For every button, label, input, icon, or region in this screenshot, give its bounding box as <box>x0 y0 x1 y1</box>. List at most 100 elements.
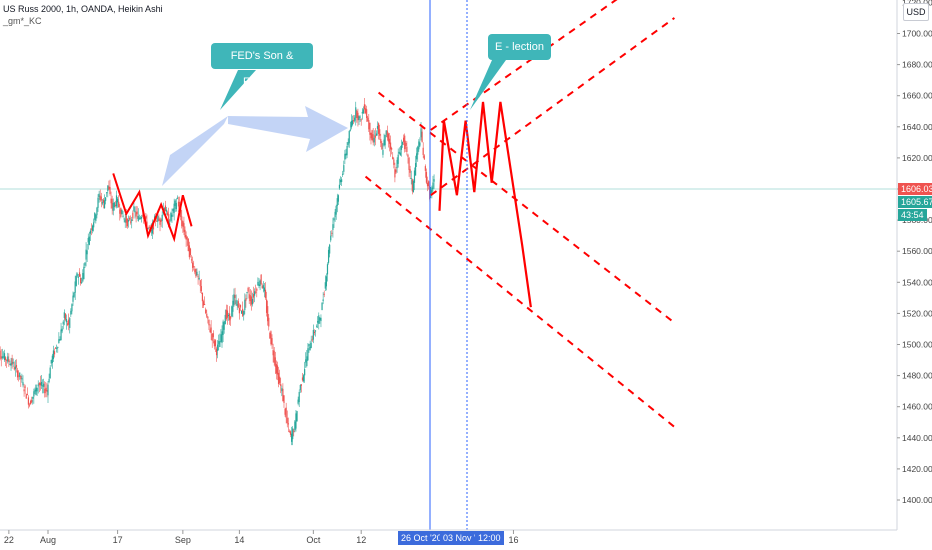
candle-body <box>336 198 338 206</box>
candle-body <box>195 268 197 277</box>
candle-body <box>274 357 276 367</box>
candle-body <box>222 321 224 335</box>
candle-body <box>217 344 219 351</box>
candle-body <box>100 196 102 201</box>
candle-body <box>130 221 132 223</box>
candle-body <box>135 212 137 217</box>
candle-body <box>177 201 180 207</box>
candle-body <box>371 130 373 141</box>
y-tick-label: 1440.000 <box>902 433 932 443</box>
candle-body <box>419 142 421 146</box>
candle-body <box>349 129 351 131</box>
candle-body <box>285 407 287 418</box>
candle-body <box>4 357 7 361</box>
candle-body <box>282 388 284 402</box>
x-tick-label: 16 <box>508 535 518 545</box>
candle-body <box>232 300 234 312</box>
candle-body <box>243 310 245 316</box>
y-tick-label: 1480.000 <box>902 371 932 381</box>
candle-body <box>207 316 209 319</box>
candle-body <box>172 208 174 212</box>
candle-body <box>6 359 8 361</box>
candle-body <box>152 224 155 230</box>
candle-body <box>367 117 369 122</box>
candle-body <box>276 365 279 375</box>
candle-body <box>345 153 347 156</box>
y-tick-label: 1640.000 <box>902 122 932 132</box>
candle-body <box>373 137 375 143</box>
candle-body <box>58 339 60 343</box>
candle-body <box>272 349 274 356</box>
candle-body <box>319 317 321 321</box>
candle-body <box>103 200 106 209</box>
candle-body <box>293 430 295 432</box>
candle-body <box>284 408 286 415</box>
candle-body <box>147 228 149 230</box>
y-tick-label: 1400.000 <box>902 495 932 505</box>
candle-body <box>399 152 401 156</box>
projection-zigzag <box>438 101 532 308</box>
candle-body <box>95 214 97 221</box>
callout-arrow-fed-right <box>228 106 348 152</box>
candle-body <box>88 236 90 245</box>
candle-body <box>412 181 414 193</box>
candle-body <box>355 107 357 118</box>
candle-body <box>352 120 355 122</box>
candle-body <box>167 212 169 216</box>
candle-body <box>43 383 45 387</box>
currency-button[interactable]: USD <box>903 3 929 21</box>
callout-election[interactable]: E - lection <box>488 34 551 60</box>
candle-body <box>380 138 382 144</box>
y-tick-label: 1660.000 <box>902 91 932 101</box>
candle-body <box>249 295 251 302</box>
candle-body <box>283 395 285 403</box>
candle-body <box>309 346 311 351</box>
candle-body <box>333 218 335 221</box>
candle-body <box>230 316 232 319</box>
candle-body <box>171 214 173 217</box>
candle-body <box>20 375 22 380</box>
candle-body <box>231 306 233 317</box>
candle-body <box>31 399 33 403</box>
candle-body <box>60 329 62 341</box>
channel-line <box>364 175 676 428</box>
candle-body <box>121 209 123 215</box>
candle-body <box>275 364 277 374</box>
x-tick-label: Oct <box>306 535 321 545</box>
candle-body <box>48 378 50 382</box>
candle-body <box>73 292 75 297</box>
candle-body <box>178 202 181 209</box>
candle-body <box>127 220 130 222</box>
candle-body <box>376 126 379 129</box>
candle-body <box>122 215 124 217</box>
candle-body <box>86 250 88 255</box>
callout-fed[interactable]: FED's Son & Father? <box>211 43 313 88</box>
candle-body <box>368 120 370 130</box>
candle-body <box>428 181 430 187</box>
candle-body <box>321 302 323 311</box>
current-price-tag: 1605.675 <box>898 196 932 208</box>
candle-body <box>347 142 349 146</box>
candle-body <box>163 208 165 211</box>
y-tick-label: 1420.000 <box>902 464 932 474</box>
candle-body <box>242 308 244 316</box>
candle-body <box>396 159 398 169</box>
candle-body <box>252 294 255 298</box>
candle-body <box>421 131 423 142</box>
candle-body <box>173 203 175 213</box>
candle-body <box>25 394 27 399</box>
candle-body <box>8 359 10 362</box>
candle-body <box>348 131 350 144</box>
candle-body <box>247 287 249 292</box>
candle-body <box>306 356 308 367</box>
candle-body <box>236 304 238 306</box>
candle-body <box>379 129 381 136</box>
candle-body <box>142 215 144 217</box>
symbol-title: US Russ 2000, 1h, OANDA, Heikin Ashi <box>3 4 163 14</box>
candle-body <box>7 356 9 362</box>
candle-body <box>15 365 18 368</box>
candle-body <box>156 220 158 222</box>
x-tick-label: 14 <box>234 535 244 545</box>
